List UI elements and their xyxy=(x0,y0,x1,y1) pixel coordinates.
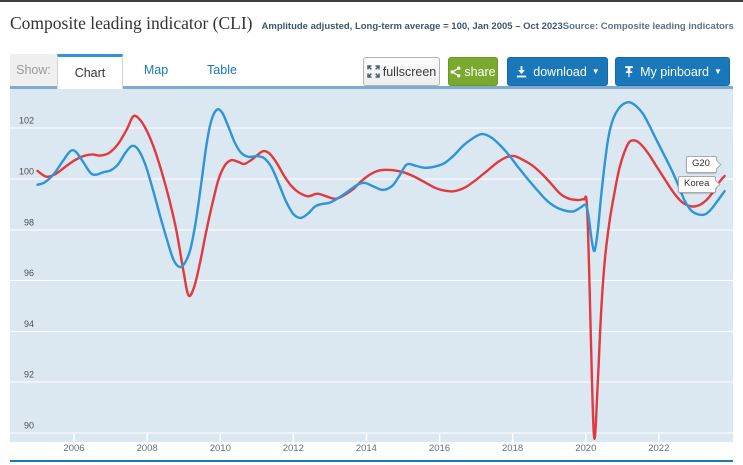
source-label: Source: Composite leading indicators xyxy=(562,21,734,32)
series-line-g20[interactable] xyxy=(36,114,726,440)
pushpin-icon xyxy=(623,65,635,78)
download-button[interactable]: download ▼ xyxy=(507,57,608,86)
series-label-g20: G20 xyxy=(686,156,717,173)
series-label-korea: Korea xyxy=(678,176,717,193)
svg-text:98: 98 xyxy=(24,217,34,227)
svg-text:100: 100 xyxy=(19,167,34,177)
svg-text:90: 90 xyxy=(24,421,34,431)
cli-line-chart[interactable]: 102 100 98 96 94 92 90 2006 2008 2010 2012 2014 2016… xyxy=(10,89,733,463)
svg-text:2006: 2006 xyxy=(63,443,84,454)
chart-area[interactable]: 102 100 98 96 94 92 90 2006 2008 2010 2012 2014 2016… xyxy=(10,89,733,463)
svg-text:102: 102 xyxy=(19,116,34,126)
header: Composite leading indicator (CLI) Amplit… xyxy=(10,13,734,34)
share-button-label: share xyxy=(464,64,496,79)
x-axis-labels: 2006 2008 2010 2012 2014 2016 2018 2020 2022 xyxy=(63,434,669,454)
tab-map[interactable]: Map xyxy=(143,63,169,77)
svg-text:2008: 2008 xyxy=(137,443,158,454)
y-axis-labels: 102 100 98 96 94 92 90 xyxy=(19,116,34,431)
chart-subtitle: Amplitude adjusted, Long-term average = … xyxy=(261,21,563,32)
svg-text:2014: 2014 xyxy=(356,443,377,454)
pinboard-button-label: My pinboard xyxy=(640,64,709,79)
tab-table[interactable]: Table xyxy=(207,63,237,77)
tab-chart[interactable]: Chart xyxy=(57,54,123,89)
series-line-korea[interactable] xyxy=(36,100,726,269)
svg-text:2022: 2022 xyxy=(648,443,669,454)
tab-underline xyxy=(10,86,733,89)
svg-text:2018: 2018 xyxy=(502,443,523,454)
download-icon xyxy=(515,65,528,78)
series-label-korea-text: Korea xyxy=(684,178,710,189)
svg-text:96: 96 xyxy=(24,268,34,278)
my-pinboard-button[interactable]: My pinboard ▼ xyxy=(615,57,730,86)
svg-text:92: 92 xyxy=(24,370,34,380)
fullscreen-button[interactable]: fullscreen xyxy=(363,57,440,86)
fullscreen-button-label: fullscreen xyxy=(382,64,437,79)
page-title: Composite leading indicator (CLI) xyxy=(10,13,253,33)
series-label-g20-text: G20 xyxy=(692,158,710,169)
svg-text:94: 94 xyxy=(24,319,34,329)
chevron-down-icon: ▼ xyxy=(591,66,600,76)
svg-text:2020: 2020 xyxy=(575,443,596,454)
share-icon xyxy=(450,66,461,78)
toolbar: Show: Chart Map Table fullscreen xyxy=(10,54,733,89)
svg-text:2012: 2012 xyxy=(283,443,304,454)
download-button-label: download xyxy=(533,64,587,79)
show-label: Show: xyxy=(10,54,57,86)
fullscreen-icon xyxy=(367,65,380,78)
gridlines xyxy=(10,127,733,434)
chevron-down-icon: ▼ xyxy=(713,66,722,76)
svg-text:2010: 2010 xyxy=(210,443,231,454)
bottom-rule xyxy=(10,460,733,462)
share-button[interactable]: share xyxy=(448,57,498,86)
svg-text:2016: 2016 xyxy=(429,443,450,454)
